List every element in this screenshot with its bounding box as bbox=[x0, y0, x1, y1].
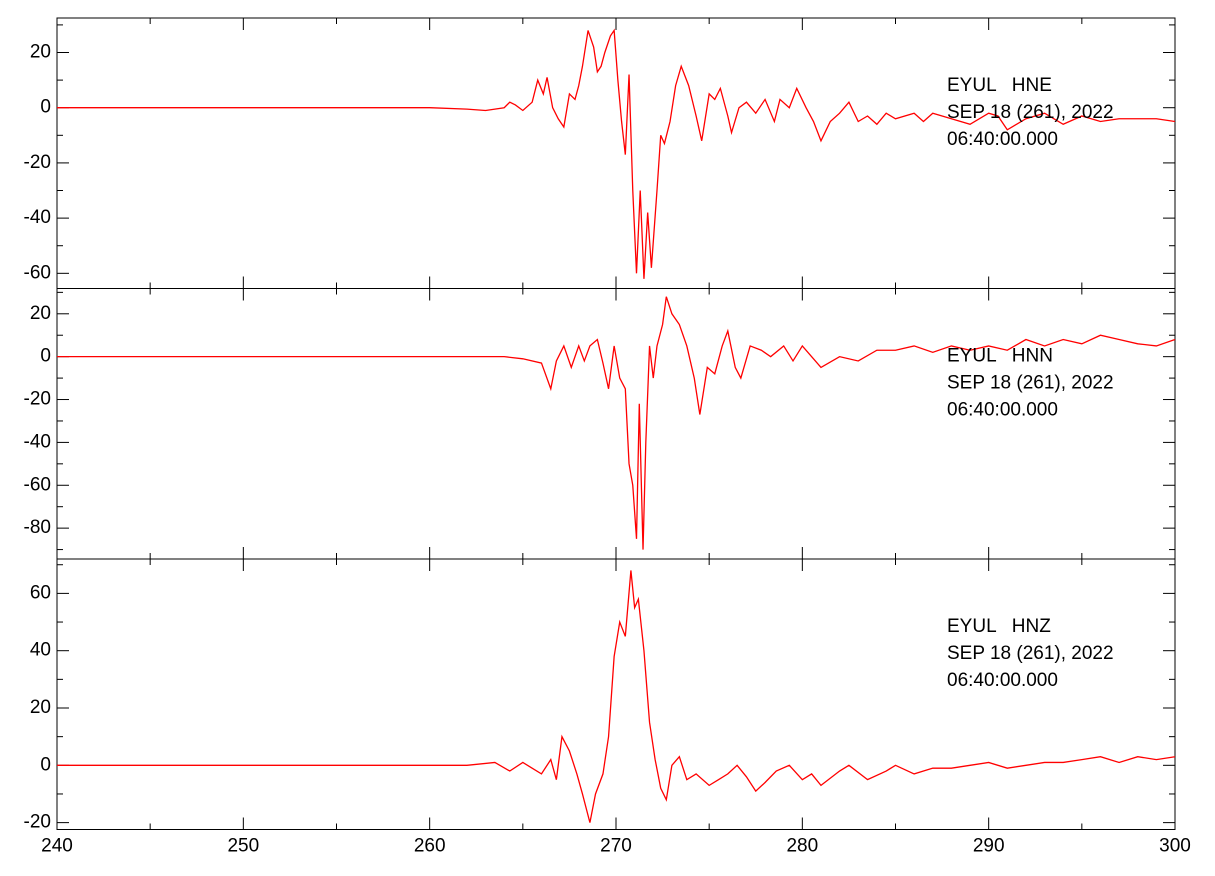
trace-annotation: 06:40:00.000 bbox=[947, 670, 1058, 691]
y-tick-label: -40 bbox=[24, 207, 51, 228]
trace-annotation: SEP 18 (261), 2022 bbox=[947, 373, 1114, 394]
x-tick-label: 240 bbox=[41, 836, 73, 857]
y-tick-label: 0 bbox=[40, 346, 51, 367]
x-tick-label: 270 bbox=[600, 836, 632, 857]
trace-annotation: SEP 18 (261), 2022 bbox=[947, 102, 1114, 123]
y-tick-label: 40 bbox=[30, 640, 51, 661]
y-tick-label: -40 bbox=[24, 431, 51, 452]
x-tick-label: 280 bbox=[786, 836, 818, 857]
y-tick-label: -20 bbox=[24, 152, 51, 173]
x-tick-label: 260 bbox=[414, 836, 446, 857]
y-tick-label: 20 bbox=[30, 697, 51, 718]
plot-frame bbox=[56, 558, 1176, 830]
y-tick-label: -20 bbox=[24, 812, 51, 833]
trace-annotation: 06:40:00.000 bbox=[947, 129, 1058, 150]
trace-annotation: EYUL HNE bbox=[947, 75, 1052, 96]
trace-annotation: SEP 18 (261), 2022 bbox=[947, 643, 1114, 664]
trace-annotation: EYUL HNN bbox=[947, 346, 1053, 367]
x-tick-label: 300 bbox=[1159, 836, 1191, 857]
trace bbox=[57, 28, 1176, 279]
y-tick-label: -80 bbox=[24, 517, 51, 538]
plot-frame bbox=[56, 288, 1176, 560]
y-tick-label: -60 bbox=[24, 474, 51, 495]
y-tick-label: 0 bbox=[40, 754, 51, 775]
trace-annotation: EYUL HNZ bbox=[947, 616, 1051, 637]
trace bbox=[57, 296, 1176, 550]
y-tick-label: 60 bbox=[30, 582, 51, 603]
trace bbox=[57, 570, 1176, 823]
y-tick-label: -60 bbox=[24, 262, 51, 283]
y-tick-label: 0 bbox=[40, 97, 51, 118]
y-tick-label: 20 bbox=[30, 303, 51, 324]
y-tick-label: 20 bbox=[30, 42, 51, 63]
x-tick-label: 250 bbox=[227, 836, 259, 857]
y-tick-label: -20 bbox=[24, 389, 51, 410]
trace-annotation: 06:40:00.000 bbox=[947, 400, 1058, 421]
x-tick-label: 290 bbox=[973, 836, 1005, 857]
